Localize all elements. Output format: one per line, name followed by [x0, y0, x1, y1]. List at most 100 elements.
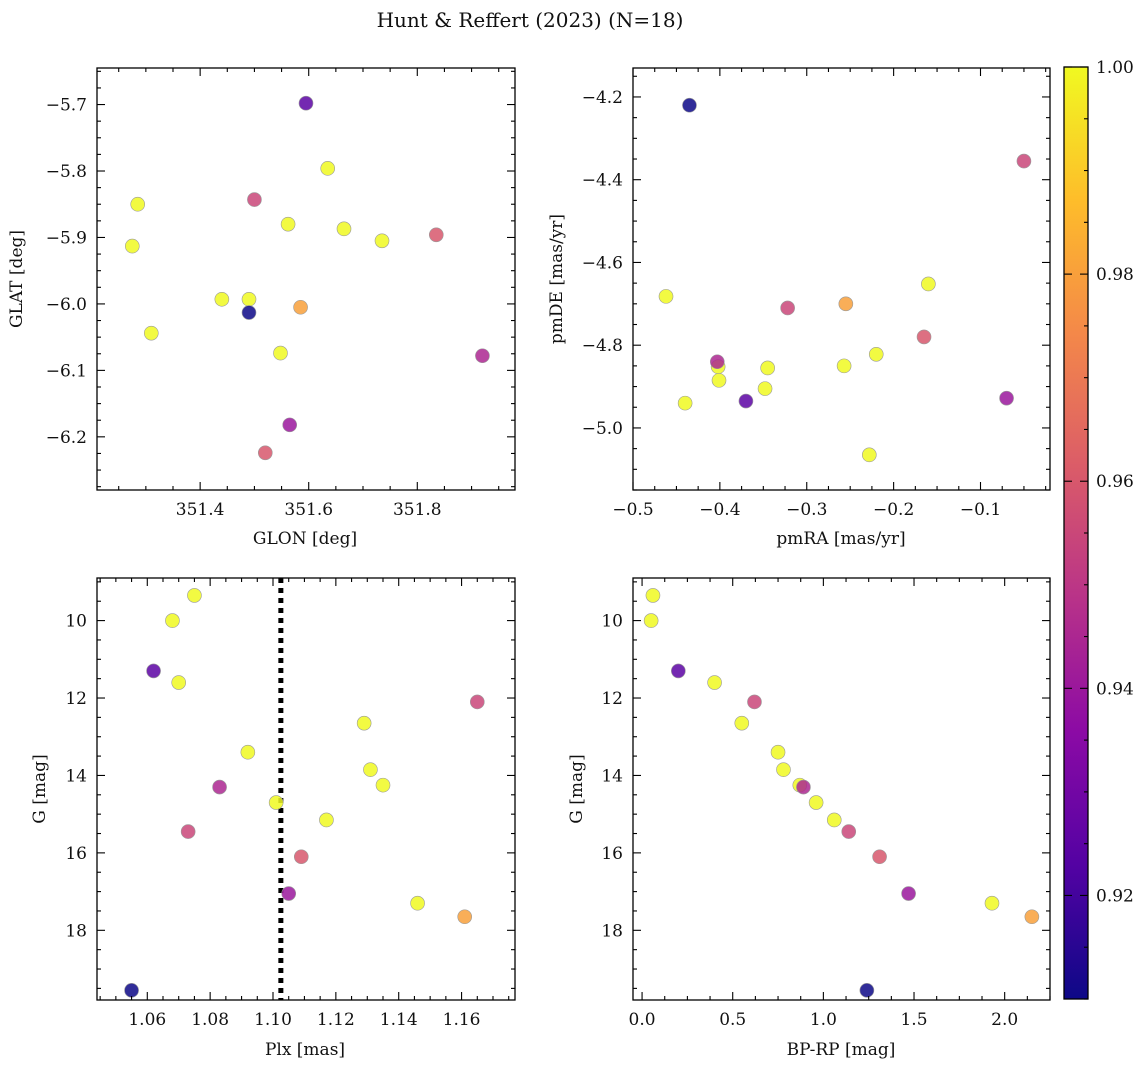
data-point	[241, 291, 257, 307]
colorbar-tick-label: 0.98	[1096, 265, 1134, 285]
colorbar: 0.92 0.94 0.96 0.98 1.00	[1063, 58, 1134, 1000]
data-point	[240, 744, 256, 760]
data-point	[1016, 153, 1032, 169]
data-point	[921, 276, 936, 292]
data-point	[780, 300, 795, 316]
ytick-label-bprp-g: 12	[601, 689, 623, 709]
ytick-label-plx-g: 14	[65, 766, 87, 786]
data-point	[375, 777, 391, 793]
data-point	[984, 895, 1000, 911]
ytick-label-glon-glat: −6.2	[46, 428, 87, 448]
data-point	[212, 779, 227, 795]
data-point	[257, 445, 273, 461]
data-point	[336, 221, 352, 237]
data-point	[709, 354, 725, 370]
data-point	[280, 216, 296, 232]
data-point	[1024, 909, 1040, 925]
data-point	[808, 795, 824, 810]
points-glon-glat	[124, 95, 490, 461]
figure-title: Hunt & Reffert (2023) (N=18)	[377, 8, 684, 32]
xtick-label-bprp-g: 2.0	[991, 1010, 1018, 1030]
xtick-label-glon-glat: 351.6	[284, 500, 333, 520]
xtick-label-pmra-pmde: −0.3	[786, 500, 827, 520]
data-point	[124, 983, 139, 998]
ytick-label-glon-glat: −5.7	[46, 96, 87, 116]
data-point	[247, 192, 262, 207]
data-point	[757, 381, 773, 396]
data-point	[428, 227, 444, 243]
xtick-label-pmra-pmde: −0.4	[699, 500, 740, 520]
data-point	[838, 296, 854, 312]
ytick-label-pmra-pmde: −4.8	[582, 336, 623, 356]
data-point	[776, 762, 791, 777]
ylabel-g-left: G [mag]	[30, 754, 50, 823]
data-point	[356, 715, 372, 731]
data-point	[916, 329, 932, 345]
ylabel-glat: GLAT [deg]	[7, 230, 27, 328]
colorbar-tick-label: 1.00	[1096, 58, 1134, 78]
data-point	[293, 299, 308, 315]
colorbar-ticks: 0.92 0.94 0.96 0.98 1.00	[1064, 58, 1134, 1000]
ticks-pmra-pmde: −0.5 −0.4 −0.3 −0.2 −0.1 −4.2 −4.4 −4.6 −4.8 −5.0	[582, 68, 1050, 520]
data-point	[273, 345, 288, 361]
data-point	[187, 588, 202, 603]
data-point	[643, 613, 659, 628]
data-point	[171, 675, 187, 690]
axes-frame-plx-g	[96, 577, 516, 1001]
data-point	[711, 373, 727, 388]
ytick-label-plx-g: 16	[65, 844, 87, 864]
data-point	[796, 779, 811, 795]
colorbar-tick-label: 0.92	[1096, 886, 1134, 906]
ytick-label-plx-g: 12	[65, 689, 87, 709]
xtick-label-pmra-pmde: −0.5	[612, 500, 653, 520]
ytick-label-bprp-g: 10	[601, 612, 623, 632]
points-bprp-g	[643, 588, 1040, 998]
data-point	[282, 417, 298, 433]
data-point	[124, 238, 140, 254]
data-point	[146, 663, 161, 679]
colorbar-tick-label: 0.96	[1096, 472, 1134, 492]
points-plx-g	[124, 588, 485, 998]
ytick-label-plx-g: 10	[65, 612, 87, 632]
xtick-label-pmra-pmde: −0.1	[960, 500, 1001, 520]
data-point	[268, 795, 284, 810]
xtick-label-glon-glat: 351.4	[176, 500, 225, 520]
xtick-label-pmra-pmde: −0.2	[873, 500, 914, 520]
data-point	[241, 305, 257, 320]
xlabel-pmra: pmRA [mas/yr]	[776, 529, 905, 549]
ytick-label-bprp-g: 14	[601, 766, 623, 786]
ticks-bprp-g: 0.0 0.5 1.0 1.5 2.0 10 12 14 16 18	[601, 578, 1051, 1030]
xtick-label-glon-glat: 351.8	[393, 500, 442, 520]
data-point	[143, 325, 159, 341]
ytick-label-bprp-g: 16	[601, 844, 623, 864]
data-point	[861, 447, 877, 463]
data-point	[410, 895, 425, 911]
panel-glon-glat: 351.4 351.6 351.8−5.7−5.8−5.9−6.0−6.1−6.2 …	[7, 67, 516, 549]
xtick-label-bprp-g: 0.5	[719, 1010, 746, 1030]
data-point	[180, 824, 196, 839]
xtick-label-plx-g: 1.14	[380, 1010, 418, 1030]
xtick-label-plx-g: 1.08	[191, 1010, 229, 1030]
data-point	[760, 360, 775, 376]
data-point	[841, 824, 857, 839]
xtick-label-bprp-g: 1.5	[900, 1010, 927, 1030]
data-point	[320, 161, 336, 176]
data-point	[734, 715, 750, 731]
ytick-label-pmra-pmde: −4.2	[582, 88, 623, 108]
data-point	[658, 289, 674, 304]
colorbar-tick-label: 0.94	[1096, 679, 1134, 699]
ytick-label-glon-glat: −5.9	[46, 228, 87, 248]
data-point	[868, 346, 884, 362]
axes-frame-glon-glat	[96, 67, 516, 491]
xlabel-plx: Plx [mas]	[265, 1040, 345, 1060]
ticks-plx-g: 1.06 1.08 1.10 1.12 1.14 1.16 10 12 14 16 18	[65, 578, 515, 1030]
data-point	[165, 613, 180, 628]
ytick-label-glon-glat: −6.1	[46, 361, 87, 381]
data-point	[319, 812, 334, 828]
data-point	[872, 849, 887, 865]
data-point	[677, 395, 693, 411]
ytick-label-glon-glat: −5.8	[46, 162, 87, 182]
data-point	[645, 588, 661, 603]
ytick-label-bprp-g: 18	[601, 921, 623, 941]
